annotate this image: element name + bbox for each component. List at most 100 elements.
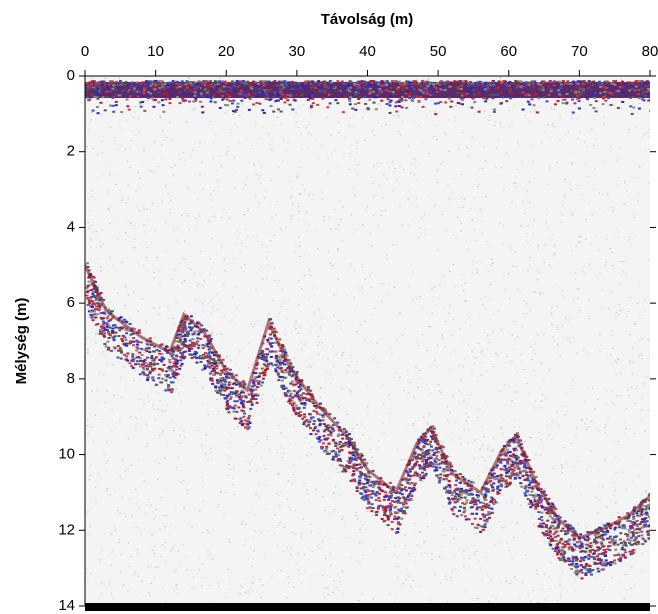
noise	[418, 465, 422, 468]
noise	[368, 87, 372, 90]
noise	[631, 533, 635, 536]
noise	[415, 167, 418, 169]
noise	[486, 83, 490, 86]
noise	[616, 395, 619, 397]
noise	[170, 550, 173, 552]
noise	[378, 91, 382, 94]
noise	[487, 481, 491, 484]
noise	[355, 371, 358, 373]
noise	[645, 520, 649, 523]
noise	[230, 81, 234, 84]
noise	[421, 460, 425, 463]
noise	[577, 85, 581, 88]
noise	[598, 192, 601, 194]
noise	[135, 360, 139, 363]
noise	[245, 539, 248, 541]
noise	[360, 456, 363, 458]
noise	[219, 369, 223, 372]
noise	[87, 222, 90, 224]
noise	[438, 390, 441, 392]
noise	[282, 527, 285, 529]
noise	[278, 363, 282, 366]
noise	[405, 82, 409, 85]
noise	[509, 463, 513, 466]
noise	[511, 334, 514, 336]
noise	[615, 362, 618, 364]
noise	[409, 91, 413, 94]
noise	[154, 80, 158, 83]
noise	[309, 523, 312, 525]
noise	[614, 360, 617, 362]
noise	[435, 90, 439, 93]
noise	[274, 357, 278, 360]
noise	[487, 490, 491, 493]
noise	[120, 337, 124, 340]
noise	[229, 541, 232, 543]
noise	[407, 553, 410, 555]
noise	[464, 518, 468, 521]
noise	[128, 565, 131, 567]
noise	[260, 352, 264, 355]
noise	[439, 583, 442, 585]
noise	[240, 523, 243, 525]
noise	[98, 372, 101, 374]
noise	[447, 97, 451, 100]
noise	[224, 85, 228, 88]
noise	[439, 101, 443, 104]
noise	[266, 257, 269, 259]
noise	[129, 85, 133, 88]
noise	[145, 342, 149, 345]
noise	[125, 120, 128, 122]
noise	[611, 265, 614, 267]
noise	[637, 81, 641, 84]
noise	[209, 553, 212, 555]
noise	[120, 396, 123, 398]
noise	[160, 360, 164, 363]
noise	[427, 326, 430, 328]
noise	[423, 90, 427, 93]
noise	[182, 573, 185, 575]
noise	[523, 300, 526, 302]
noise	[583, 399, 586, 401]
noise	[460, 196, 463, 198]
noise	[316, 248, 319, 250]
noise	[450, 352, 453, 354]
noise	[535, 492, 538, 494]
noise	[161, 433, 164, 435]
noise	[123, 304, 126, 306]
noise	[499, 77, 502, 79]
noise	[293, 400, 296, 402]
noise	[422, 85, 426, 88]
noise	[431, 463, 435, 466]
noise	[198, 342, 201, 344]
noise	[457, 148, 460, 150]
noise	[639, 493, 642, 495]
noise	[406, 481, 410, 484]
noise	[567, 546, 571, 549]
noise	[500, 427, 503, 429]
noise	[560, 593, 563, 595]
noise	[464, 321, 467, 323]
noise	[279, 569, 282, 571]
noise	[527, 594, 530, 596]
noise	[311, 97, 315, 100]
noise	[89, 573, 92, 575]
noise	[310, 86, 314, 89]
noise	[140, 580, 143, 582]
noise	[634, 85, 638, 88]
noise	[229, 320, 232, 322]
noise	[371, 80, 375, 83]
noise	[175, 583, 178, 585]
noise	[307, 398, 311, 401]
noise	[478, 510, 481, 512]
noise	[648, 98, 650, 101]
noise	[505, 152, 508, 154]
noise	[587, 81, 591, 84]
noise	[453, 490, 457, 493]
noise	[229, 469, 232, 471]
noise	[260, 266, 263, 268]
noise	[154, 418, 157, 420]
noise	[409, 470, 413, 473]
noise	[154, 425, 157, 427]
noise	[112, 219, 115, 221]
